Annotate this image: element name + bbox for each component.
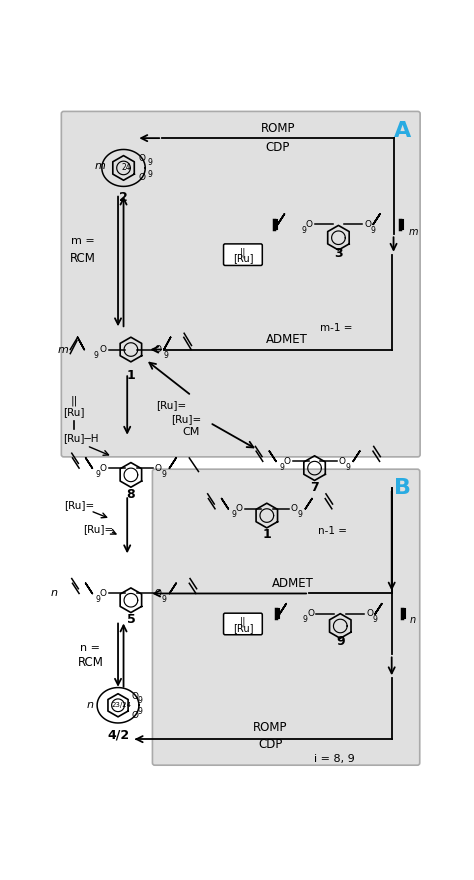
Text: 9: 9 [162,470,166,479]
FancyBboxPatch shape [61,112,420,457]
Text: O: O [306,220,312,229]
Text: 9: 9 [95,595,100,605]
Text: 9: 9 [147,158,152,167]
Text: 9: 9 [371,226,376,235]
Text: 9: 9 [336,635,345,648]
Text: n: n [50,589,57,598]
Text: 9: 9 [303,615,308,625]
Text: O: O [131,692,138,700]
Text: 9: 9 [137,707,143,716]
Text: O: O [100,464,107,473]
Text: CDP: CDP [265,141,290,154]
Text: [Ru]=: [Ru]= [64,501,95,510]
Text: 9: 9 [147,170,152,179]
Text: 9: 9 [345,463,350,472]
Text: O: O [283,457,291,466]
Text: [Ru]=: [Ru]= [156,400,186,410]
Text: n: n [87,700,94,710]
Text: i = 8, 9: i = 8, 9 [314,754,355,765]
Text: m =: m = [71,236,95,246]
Text: n-1 =: n-1 = [319,526,347,536]
Text: O: O [131,711,138,720]
Text: 8: 8 [127,488,135,501]
Text: 3: 3 [334,247,343,260]
Text: O: O [366,609,373,619]
Text: A: A [394,121,411,142]
Text: m-1 =: m-1 = [320,323,353,333]
Text: ||: || [240,247,246,258]
Text: O: O [138,173,146,182]
Text: 1: 1 [263,529,271,541]
Text: B: B [394,479,411,498]
Text: m: m [409,227,419,237]
Text: n =: n = [81,642,100,653]
Text: 9: 9 [279,463,284,472]
Text: m: m [57,345,68,355]
Text: O: O [291,504,298,513]
FancyBboxPatch shape [224,613,262,634]
Text: O: O [100,589,107,598]
Text: 9: 9 [137,696,143,705]
Text: m: m [95,161,106,172]
Text: 9: 9 [164,351,168,360]
FancyBboxPatch shape [153,469,420,766]
Text: 9: 9 [93,351,99,360]
Text: ADMET: ADMET [272,576,313,590]
Text: RCM: RCM [70,252,96,265]
Text: ROMP: ROMP [253,721,288,734]
Text: 9: 9 [301,226,306,235]
Text: O: O [338,457,346,466]
Text: 9: 9 [373,615,378,625]
Text: ADMET: ADMET [266,333,308,346]
Text: RCM: RCM [78,656,103,669]
Text: O: O [307,609,314,619]
Text: 5: 5 [127,613,135,627]
Text: n: n [410,615,416,625]
Text: ROMP: ROMP [261,122,295,136]
FancyBboxPatch shape [224,244,262,266]
Text: 24: 24 [122,164,131,172]
Text: ||: || [240,616,246,627]
Text: [Ru]: [Ru] [63,407,85,417]
Text: [Ru]: [Ru] [233,623,253,633]
Text: [Ru]=: [Ru]= [82,524,113,534]
Text: O: O [236,504,243,513]
Text: [Ru]: [Ru] [233,253,253,263]
Text: O: O [138,154,146,163]
Text: 9: 9 [162,595,166,605]
Text: ||: || [70,395,78,406]
Text: 23/24: 23/24 [112,702,132,708]
Text: CDP: CDP [258,738,283,751]
Text: [Ru]─H: [Ru]─H [63,433,98,443]
Text: O: O [155,464,162,473]
Text: 9: 9 [95,470,100,479]
Text: 4/2: 4/2 [107,728,129,741]
Text: 2: 2 [119,191,128,203]
Text: 1: 1 [127,370,135,382]
Text: [Ru]=: [Ru]= [171,414,201,423]
Text: O: O [155,589,162,598]
Text: 9: 9 [231,510,236,519]
Text: O: O [155,345,162,354]
Text: 7: 7 [310,481,319,494]
Text: O: O [100,345,107,354]
Text: O: O [365,220,371,229]
Text: CM: CM [183,427,200,437]
Text: 9: 9 [297,510,302,519]
